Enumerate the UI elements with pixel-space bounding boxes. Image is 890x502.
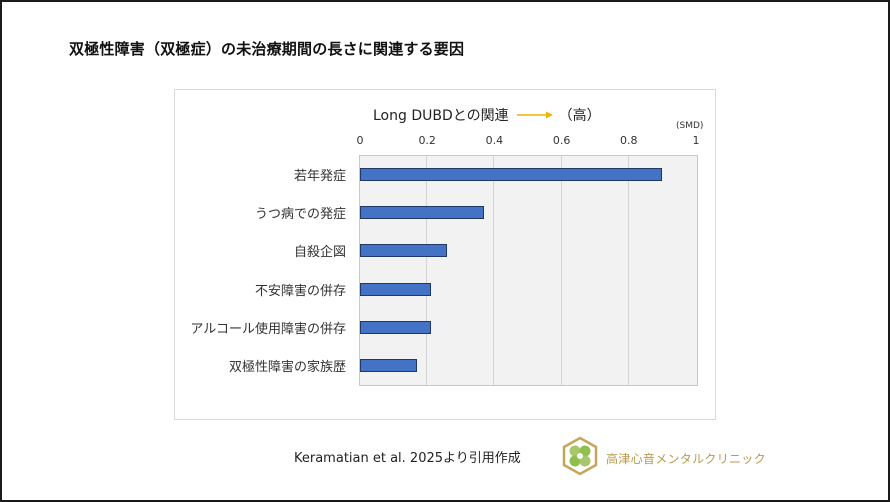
x-tick-label: 1 <box>692 134 700 147</box>
gridline <box>426 156 428 385</box>
gridline <box>627 156 629 385</box>
x-tick-label: 0.8 <box>620 134 638 147</box>
gridline <box>560 156 562 385</box>
category-label: 双極性障害の家族歴 <box>228 359 346 375</box>
bar <box>360 168 663 182</box>
source-citation: Keramatian et al. 2025より引用作成 <box>294 451 521 466</box>
right-arrow-icon <box>516 109 553 121</box>
plot-area <box>359 155 698 386</box>
unit-label: (SMD) <box>676 121 704 131</box>
gridline <box>493 156 495 385</box>
x-tick-label: 0.6 <box>552 134 571 147</box>
bar <box>360 282 431 296</box>
category-label: うつ病での発症 <box>254 207 346 223</box>
x-tick-label: 0 <box>356 134 364 147</box>
category-label: アルコール使用障害の併存 <box>190 321 346 337</box>
x-tick-label: 0.4 <box>485 134 504 147</box>
bar <box>360 320 431 334</box>
clinic-name: 高津心音メンタルクリニック <box>606 452 766 466</box>
axis-title-label: Long DUBDとの関連 <box>373 108 509 124</box>
x-tick-label: 0.2 <box>418 134 436 147</box>
bar <box>360 358 418 372</box>
axis-title-high: （高） <box>558 108 601 124</box>
axis-title: Long DUBDとの関連 （高） <box>373 105 601 125</box>
category-label: 自殺企図 <box>293 245 346 261</box>
bar <box>360 244 448 258</box>
clinic-logo-icon <box>560 436 600 476</box>
slide-title: 双極性障害（双極症）の未治療期間の長さに関連する要因 <box>69 40 465 58</box>
category-label: 若年発症 <box>293 169 346 185</box>
bar <box>360 206 485 220</box>
category-label: 不安障害の併存 <box>254 283 346 299</box>
